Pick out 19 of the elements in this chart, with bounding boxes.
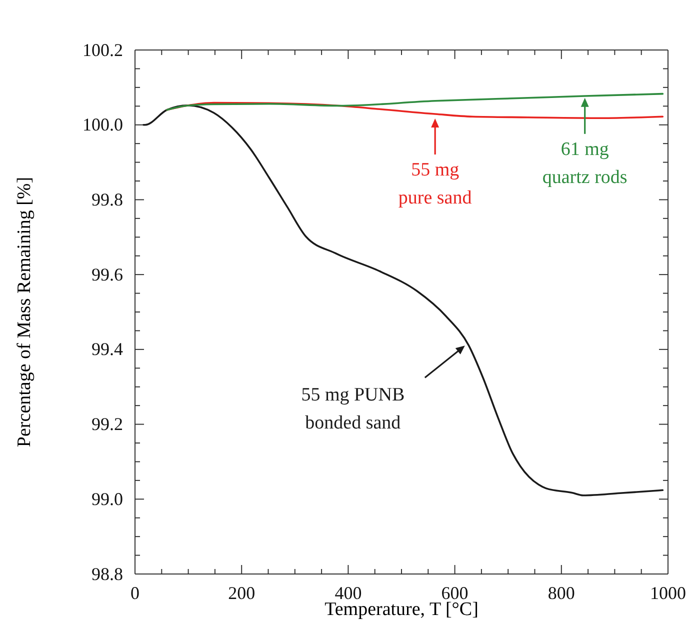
y-tick-label: 99.2 [92, 414, 123, 434]
line-series [142, 104, 664, 496]
annotation: 61 mg quartz rods [542, 138, 628, 188]
y-tick-label: 99.0 [92, 488, 123, 509]
x-tick-label: 200 [228, 582, 256, 603]
y-tick-label: 100.2 [82, 40, 123, 60]
y-tick-label: 100.0 [82, 114, 123, 135]
y-tick-label: 99.6 [92, 264, 123, 284]
x-tick-label: 800 [548, 582, 575, 603]
line-series [166, 102, 664, 120]
y-tick-label: 98.8 [92, 564, 123, 584]
y-tick-label: 99.4 [92, 339, 123, 360]
y-axis-title: Percentage of Mass Remaining [%] [14, 176, 35, 448]
x-tick-label: 0 [130, 582, 140, 603]
line-series [166, 92, 664, 111]
annotation: 55 mg PUNB bonded sand [301, 384, 405, 434]
annotation: 55 mg pure sand [398, 159, 472, 208]
x-tick-label: 1000 [650, 582, 686, 603]
y-tick-label: 99.8 [92, 189, 123, 210]
